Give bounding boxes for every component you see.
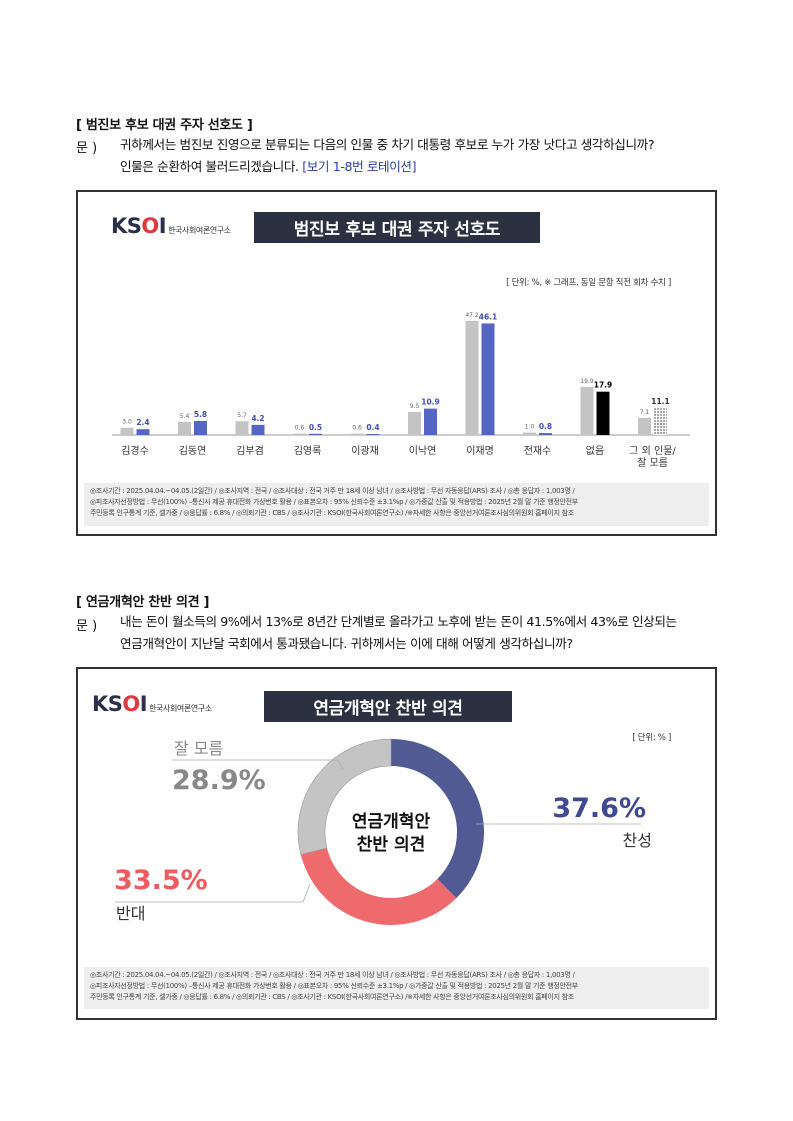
donut-center-label-2: 찬반 의견 xyxy=(357,835,425,855)
bar-previous xyxy=(235,421,249,435)
bar-previous-label: 0.6 xyxy=(295,425,305,432)
footer-line1: ◎조사기간 : 2025.04.04.~04.05.(2일간) / ◎조사지역 … xyxy=(90,487,575,495)
oppose-label: 반대 xyxy=(116,904,145,923)
category-label: 이광재 xyxy=(351,445,379,457)
bar-current-label: 2.4 xyxy=(136,418,149,427)
bar-current-label: 17.9 xyxy=(594,381,613,390)
bar-previous xyxy=(350,433,364,435)
bar-previous xyxy=(580,386,594,435)
section1-question-line2-text: 인물은 순환하여 불러드리겠습니다. xyxy=(120,159,303,174)
dunno-value: 28.9% xyxy=(172,765,266,796)
donut-survey-footer: ◎조사기간 : 2025.04.04.~04.05.(2일간) / ◎조사지역 … xyxy=(84,967,709,1009)
category-label: 김부겸 xyxy=(236,445,264,457)
bar-previous-label: 5.7 xyxy=(237,412,247,419)
bar-current-label: 46.1 xyxy=(479,312,498,321)
bar-current-label: 5.8 xyxy=(194,410,207,419)
donut-slice xyxy=(300,848,457,925)
agree-label: 찬성 xyxy=(623,831,652,850)
donut-chart-panel: KSOI 한국사회여론연구소 연금개혁안 찬반 의견 [ 단위: % ] 연금개… xyxy=(76,667,717,1020)
category-label: 잘 모름 xyxy=(637,457,668,469)
category-label: 그 외 인물/ xyxy=(629,445,676,457)
donut-unit-note: [ 단위: % ] xyxy=(632,733,671,743)
section1-question-line2: 인물은 순환하여 불러드리겠습니다. [보기 1-8번 로테이션] xyxy=(120,156,417,178)
bar-current xyxy=(251,424,265,435)
logo-mark: KSOI xyxy=(111,214,167,238)
bar-survey-footer: ◎조사기간 : 2025.04.04.~04.05.(2일간) / ◎조사지역 … xyxy=(84,483,709,526)
ksoi-logo-2: KSOI 한국사회여론연구소 xyxy=(92,692,212,716)
section2-question-label: 문 ) xyxy=(76,619,98,634)
category-label: 전재수 xyxy=(524,445,552,457)
bar-previous xyxy=(408,412,421,435)
bar-previous-label: 3.0 xyxy=(122,419,132,426)
bar-previous xyxy=(465,320,479,435)
bar-previous-label: 19.9 xyxy=(580,378,594,385)
bar-current-label: 4.2 xyxy=(251,414,264,423)
category-label: 김동연 xyxy=(179,445,207,457)
bar-current-label: 0.4 xyxy=(366,423,379,432)
bar-previous-label: 47.2 xyxy=(465,312,479,319)
bar-chart-svg: 3.0 2.4 김경수 5.4 5.8 김동연 5.7 4.2 김부겸 0.6 0.5 김영록 0.6 0… xyxy=(112,312,690,469)
logo-mark-2: KSOI xyxy=(92,692,148,716)
bar-current xyxy=(309,433,322,435)
bar-current xyxy=(194,420,207,435)
footer2-line1: ◎조사기간 : 2025.04.04.~04.05.(2일간) / ◎조사지역 … xyxy=(90,971,575,979)
bar-current xyxy=(481,323,495,435)
bar-previous-label: 7.1 xyxy=(640,409,650,416)
chart-title-banner: 범진보 후보 대권 주자 선호도 xyxy=(254,212,540,243)
bar-current xyxy=(596,391,610,435)
section2-question-line1: 내는 돈이 월소득의 9%에서 13%로 8년간 단계별로 올라가고 노후에 받… xyxy=(120,614,677,629)
bar-previous-label: 0.6 xyxy=(352,425,362,432)
footer2-line2: ◎피조사자선정방법 : 무선(100%) –통신사 제공 휴대전화 가상번호 활… xyxy=(90,982,578,990)
bar-previous xyxy=(523,432,536,435)
ksoi-logo: KSOI 한국사회여론연구소 xyxy=(111,214,231,238)
dunno-label: 잘 모름 xyxy=(174,739,223,758)
oppose-leader-line xyxy=(115,883,311,903)
donut-slice xyxy=(297,738,392,855)
bar-previous xyxy=(293,433,306,435)
section1-question-line1: 귀하께서는 범진보 진영으로 분류되는 다음의 인물 중 차기 대통령 후보로 … xyxy=(120,137,655,152)
footer2-line3: 주민등록 인구통계 기준, 셀가중 / ◎응답률 : 6.8% / ◎의뢰기관 … xyxy=(90,993,574,1001)
bar-current xyxy=(654,408,667,435)
bar-current-label: 10.9 xyxy=(421,398,440,407)
dunno-leader-line xyxy=(172,759,344,770)
bar-previous-label: 5.4 xyxy=(180,413,190,420)
rotation-note: [보기 1-8번 로테이션] xyxy=(302,159,417,174)
category-label: 김경수 xyxy=(121,444,149,457)
bar-chart-panel: KSOI 한국사회여론연구소 범진보 후보 대권 주자 선호도 [ 단위: %,… xyxy=(76,190,717,536)
bar-previous xyxy=(178,421,191,435)
bar-current xyxy=(539,433,552,435)
footer-line3: 주민등록 인구통계 기준, 셀가중 / ◎응답률 : 6.8% / ◎의뢰기관 … xyxy=(90,509,574,517)
category-label: 이낙연 xyxy=(409,445,437,457)
bar-current-label: 0.8 xyxy=(539,422,552,431)
logo-subtitle-2: 한국사회여론연구소 xyxy=(149,704,212,713)
category-label: 김영록 xyxy=(294,445,322,457)
bar-current xyxy=(136,429,150,435)
bar-previous-label: 1.0 xyxy=(525,424,535,431)
section1-title: [ 범진보 후보 대권 주자 선호도 ] xyxy=(76,118,253,133)
donut-slice xyxy=(391,739,484,899)
section2-question-line2: 연금개혁안이 지난달 국회에서 통과됐습니다. 귀하께서는 이에 대해 어떻게 … xyxy=(120,636,573,651)
donut-title-banner: 연금개혁안 찬반 의견 xyxy=(264,691,512,722)
oppose-value: 33.5% xyxy=(114,865,208,896)
section1-question-label: 문 ) xyxy=(76,141,98,156)
logo-subtitle: 한국사회여론연구소 xyxy=(168,226,231,235)
bar-current xyxy=(366,434,380,435)
footer-line2: ◎피조사자선정방법 : 무선(100%) –통신사 제공 휴대전화 가상번호 활… xyxy=(90,498,578,506)
bar-current xyxy=(424,408,437,435)
bar-previous xyxy=(120,427,134,435)
category-label: 이재명 xyxy=(466,445,494,457)
bar-current-label: 11.1 xyxy=(651,397,670,406)
bar-previous xyxy=(638,417,651,435)
bar-current-label: 0.5 xyxy=(309,423,322,432)
donut-center-label-1: 연금개혁안 xyxy=(352,811,431,832)
section2-title: [ 연금개혁안 찬반 의견 ] xyxy=(76,595,210,610)
bar-unit-note: [ 단위: %, ※ 그래프, 동일 문항 직전 회차 수치 ] xyxy=(506,278,671,288)
category-label: 없음 xyxy=(586,444,604,457)
bar-previous-label: 9.5 xyxy=(410,403,420,410)
agree-value: 37.6% xyxy=(552,793,646,824)
